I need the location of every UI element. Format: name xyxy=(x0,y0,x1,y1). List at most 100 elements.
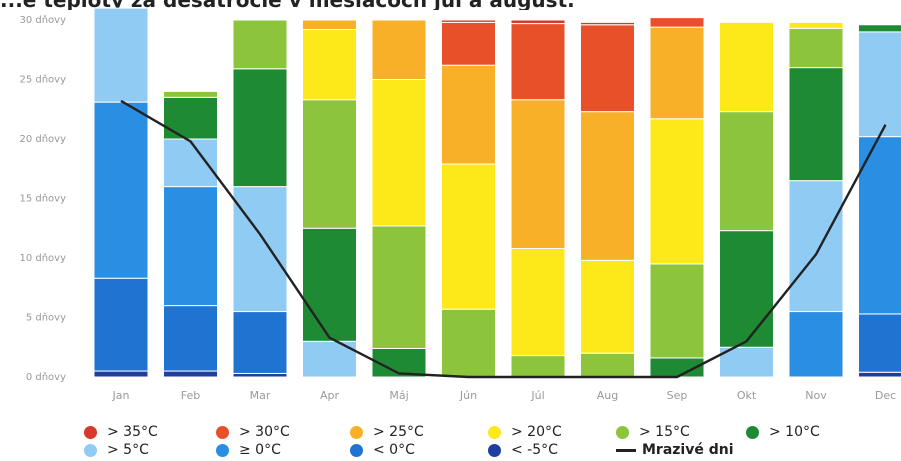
x-tick-label: Nov xyxy=(805,389,827,402)
x-tick-label: Feb xyxy=(181,389,200,402)
bar-segment xyxy=(303,100,357,229)
chart-legend: > 35°C > 30°C > 25°C > 20°C > 15°C > 10°C > 5°… xyxy=(84,424,884,460)
bar-segment xyxy=(581,25,635,112)
legend-dot-marker xyxy=(216,444,229,457)
y-tick-label: 0 dňovy xyxy=(26,371,66,383)
bar-segment xyxy=(511,356,565,377)
bar-segment xyxy=(233,187,287,312)
bar-segment xyxy=(859,32,901,137)
y-tick-label: 20 dňovy xyxy=(19,133,66,145)
bar-segment xyxy=(859,372,901,377)
legend-label: > 15°C xyxy=(639,424,690,440)
bar-segment xyxy=(650,119,704,264)
x-tick-label: Apr xyxy=(320,389,340,402)
legend-item: > 15°C xyxy=(616,424,690,440)
bar-segment xyxy=(581,22,635,24)
legend-item: > 5°C xyxy=(84,442,149,458)
x-tick-label: Jún xyxy=(459,389,477,402)
legend-item: > 10°C xyxy=(746,424,820,440)
bar-segment xyxy=(720,112,774,231)
bar-segment xyxy=(164,97,218,139)
x-tick-label: Máj xyxy=(389,389,408,402)
bar-segment xyxy=(303,228,357,341)
bar-segment xyxy=(789,28,843,67)
legend-item: < 0°C xyxy=(350,442,415,458)
y-tick-label: 25 dňovy xyxy=(19,74,66,86)
legend-label: > 5°C xyxy=(107,442,149,458)
legend-label: > 35°C xyxy=(107,424,158,440)
legend-item: > 25°C xyxy=(350,424,424,440)
legend-item: ≥ 0°C xyxy=(216,442,281,458)
bar-segment xyxy=(94,371,148,377)
bar-segment xyxy=(859,314,901,372)
legend-item: > 35°C xyxy=(84,424,158,440)
legend-dot-marker xyxy=(616,426,629,439)
bar-segment xyxy=(511,248,565,355)
legend-label: ≥ 0°C xyxy=(239,442,281,458)
legend-label: > 25°C xyxy=(373,424,424,440)
bar-segment xyxy=(372,80,426,226)
legend-label: > 10°C xyxy=(769,424,820,440)
legend-label: > 30°C xyxy=(239,424,290,440)
legend-dot-marker xyxy=(216,426,229,439)
bar-segment xyxy=(511,100,565,249)
bar-segment xyxy=(650,27,704,119)
bar-segment xyxy=(581,260,635,353)
bar-segment xyxy=(233,69,287,187)
y-tick-label: 5 dňovy xyxy=(26,312,66,324)
bar-segment xyxy=(372,20,426,80)
bar-segment xyxy=(789,312,843,377)
legend-dot-marker xyxy=(350,426,363,439)
legend-dot-marker xyxy=(488,426,501,439)
bar-segment xyxy=(94,8,148,102)
y-tick-label: 10 dňovy xyxy=(19,252,66,264)
bar-segment xyxy=(511,20,565,24)
bar-segment xyxy=(442,309,496,377)
legend-line-marker xyxy=(616,449,636,452)
legend-item: > 30°C xyxy=(216,424,290,440)
legend-dot-marker xyxy=(84,444,97,457)
legend-item: > 20°C xyxy=(488,424,562,440)
bar-segment xyxy=(94,278,148,371)
bar-segment xyxy=(233,373,287,377)
legend-item: < -5°C xyxy=(488,442,558,458)
legend-label: < 0°C xyxy=(373,442,415,458)
bar-segment xyxy=(789,22,843,28)
bar-segment xyxy=(442,22,496,65)
legend-label: < -5°C xyxy=(511,442,558,458)
x-tick-label: Jan xyxy=(112,389,130,402)
bar-segment xyxy=(94,102,148,278)
bar-segment xyxy=(233,312,287,374)
bar-segment xyxy=(233,20,287,69)
x-tick-label: Mar xyxy=(250,389,271,402)
legend-dot-marker xyxy=(488,444,501,457)
bar-segment xyxy=(789,68,843,181)
bar-segment xyxy=(720,22,774,111)
x-tick-label: Aug xyxy=(597,389,618,402)
bar-segment xyxy=(789,181,843,312)
bar-segment xyxy=(303,20,357,30)
stacked-bar-chart: 0 dňovy 5 dňovy 10 dňovy 15 dňovy 20 dňovy 25… xyxy=(0,0,901,420)
bar-segment xyxy=(581,112,635,261)
bar-segment xyxy=(442,20,496,22)
bar-segment xyxy=(511,24,565,100)
bar-segment xyxy=(442,164,496,309)
bar-segment xyxy=(442,65,496,164)
y-tick-label: 30 dňovy xyxy=(19,14,66,26)
bar-segment xyxy=(581,353,635,377)
bar-segment xyxy=(303,30,357,100)
legend-label: > 20°C xyxy=(511,424,562,440)
bar-segment xyxy=(164,371,218,377)
y-tick-label: 15 dňovy xyxy=(19,193,66,205)
bar-segment xyxy=(372,226,426,349)
legend-dot-marker xyxy=(84,426,97,439)
legend-item: Mrazivé dni xyxy=(616,442,734,458)
bar-segment xyxy=(650,264,704,358)
bar-segment xyxy=(164,139,218,187)
bar-segment xyxy=(720,231,774,348)
bar-segment xyxy=(164,187,218,306)
x-tick-label: Júl xyxy=(530,389,544,402)
bar-segment xyxy=(859,25,901,32)
legend-dot-marker xyxy=(746,426,759,439)
legend-dot-marker xyxy=(350,444,363,457)
